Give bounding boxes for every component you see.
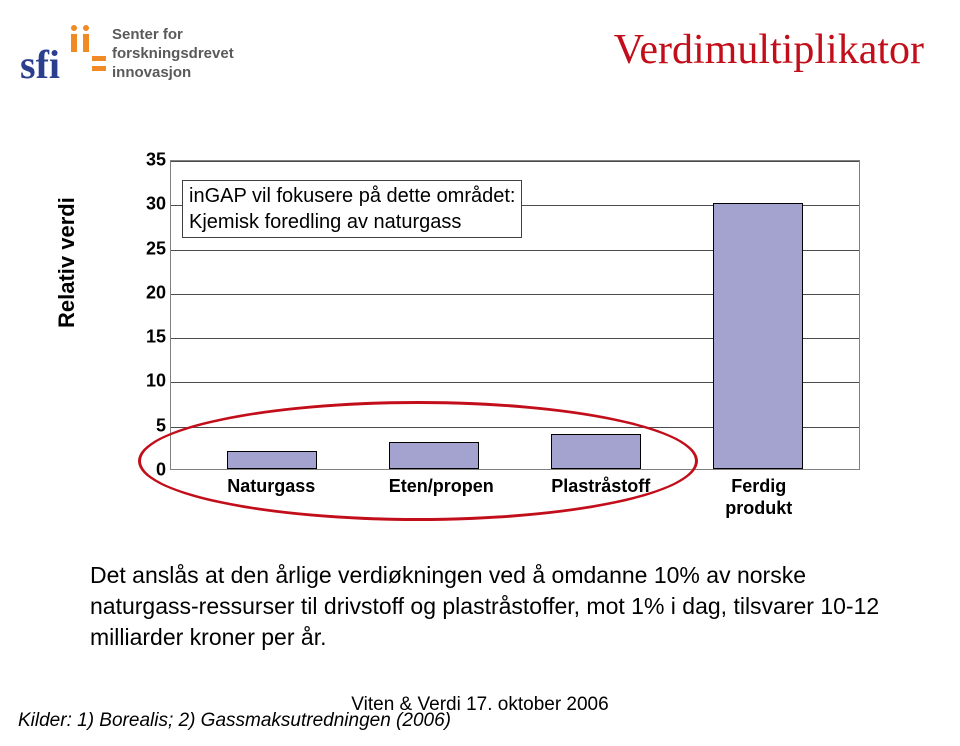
slide-root: sfi Senter for forskningsdrevet innovasj… <box>0 0 960 746</box>
chart-y-ticks: 05101520253035 <box>130 160 170 470</box>
chart-y-tick: 25 <box>146 238 166 259</box>
chart-annotation-line: inGAP vil fokusere på dette området: <box>189 183 515 209</box>
chart-y-tick: 35 <box>146 150 166 171</box>
chart-y-tick: 20 <box>146 282 166 303</box>
chart-y-tick: 10 <box>146 371 166 392</box>
chart-bar <box>713 203 803 469</box>
chart-annotation: inGAP vil fokusere på dette området:Kjem… <box>182 180 522 238</box>
chart-y-tick: 15 <box>146 327 166 348</box>
chart-y-label: Relativ verdi <box>54 197 80 328</box>
sfi-logo-icon: sfi <box>20 20 106 86</box>
logo-block: sfi Senter for forskningsdrevet innovasj… <box>20 20 234 86</box>
chart-y-axis: Relativ verdi 05101520253035 <box>90 160 170 470</box>
chart-y-tick: 5 <box>156 415 166 436</box>
page-title: Verdimultiplikator <box>614 26 924 74</box>
footer-sources: Kilder: 1) Borealis; 2) Gassmaksutrednin… <box>18 710 451 732</box>
svg-text:sfi: sfi <box>20 42 60 86</box>
chart-encircle <box>138 401 698 521</box>
chart-annotation-line: Kjemisk foredling av naturgass <box>189 209 515 235</box>
logo-tagline: Senter for forskningsdrevet innovasjon <box>112 26 234 82</box>
chart-x-label: Ferdig produkt <box>714 470 804 520</box>
chart-y-tick: 30 <box>146 194 166 215</box>
body-text: Det anslås at den årlige verdiøkningen v… <box>90 560 890 653</box>
